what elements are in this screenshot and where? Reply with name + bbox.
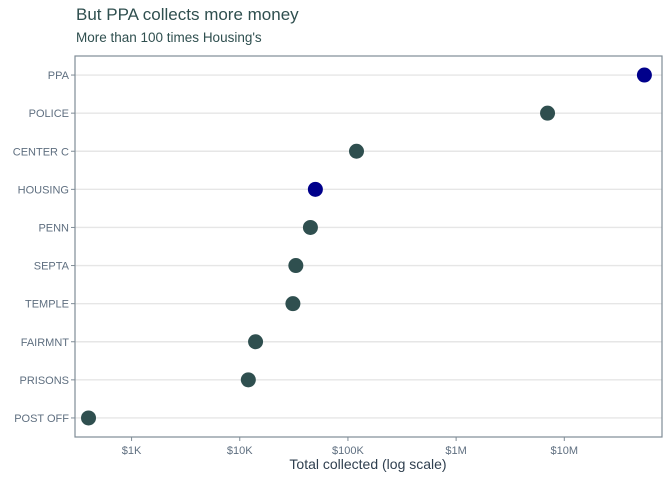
point-fairmnt [248, 334, 264, 350]
y-tick-label-police: POLICE [29, 108, 69, 120]
x-tick-label-100k: $100K [332, 445, 364, 457]
y-tick-label-penn: PENN [38, 222, 69, 234]
y-tick-label-temple: TEMPLE [25, 299, 69, 311]
y-tick-label-fairmnt: FAIRMNT [21, 337, 70, 349]
point-septa [288, 258, 304, 274]
point-temple [285, 296, 301, 312]
chart-title: But PPA collects more money [76, 5, 299, 24]
x-tick-label-10m: $10M [551, 445, 579, 457]
y-tick-label-prisons: PRISONS [19, 375, 69, 387]
y-tick-label-post-off: POST OFF [14, 413, 69, 425]
y-tick-label-septa: SEPTA [34, 261, 70, 273]
x-tick-label-10k: $10K [227, 445, 253, 457]
x-tick-label-1m: $1M [445, 445, 466, 457]
chart-subtitle: More than 100 times Housing's [76, 30, 262, 45]
point-police [540, 105, 556, 121]
points-layer [81, 67, 652, 426]
y-axis: PPA POLICE CENTER C HOUSING PENN SEPTA TEMPLE F… [13, 70, 75, 425]
point-post-off [81, 410, 97, 426]
y-tick-label-center-c: CENTER C [13, 146, 69, 158]
y-tick-label-ppa: PPA [48, 70, 70, 82]
point-housing [307, 181, 323, 197]
point-prisons [240, 372, 256, 388]
x-axis-label: Total collected (log scale) [289, 456, 446, 472]
x-axis: $1K $10K $100K $1M $10M [122, 437, 578, 457]
point-penn [302, 219, 318, 235]
y-tick-label-housing: HOUSING [18, 184, 69, 196]
point-center-c [348, 143, 364, 159]
plot-panel-border [74, 55, 663, 438]
grid-layer [75, 74, 662, 419]
point-ppa [636, 67, 652, 83]
x-tick-label-1k: $1K [122, 445, 142, 457]
